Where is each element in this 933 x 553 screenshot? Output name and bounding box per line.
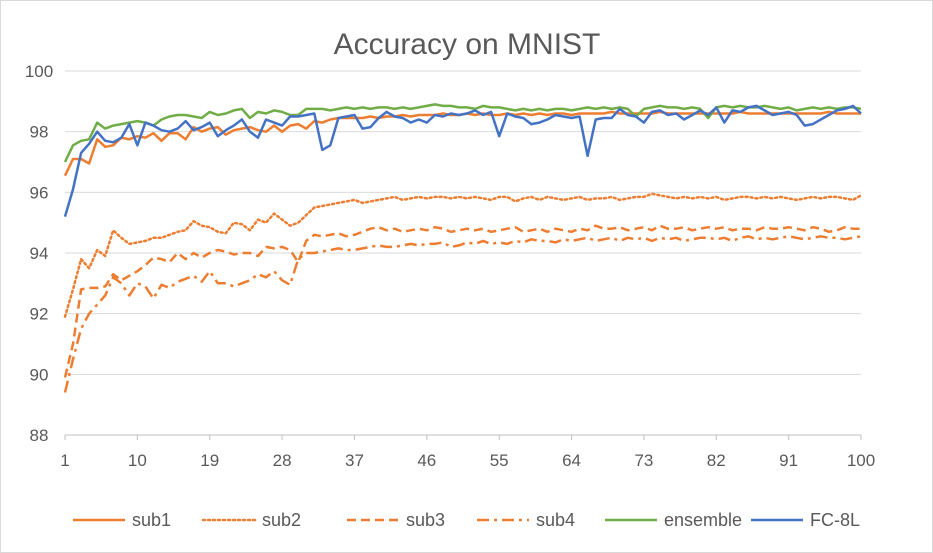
- legend: sub1 sub2 sub3 sub4 ensemble FC-8L: [73, 510, 860, 530]
- axes: 88 90 92 94 96 98 100 1 10 19 28 37 46 55 64 73 82 91 100: [25, 62, 875, 470]
- x-tick-label: 10: [128, 451, 147, 470]
- chart-title: Accuracy on MNIST: [334, 28, 601, 61]
- legend-label: ensemble: [664, 510, 742, 530]
- x-tick-label: 1: [60, 451, 69, 470]
- x-tick-label: 91: [779, 451, 798, 470]
- x-tick-label: 73: [634, 451, 653, 470]
- legend-item-sub1: sub1: [73, 510, 171, 530]
- series-line-sub2: [63, 192, 863, 318]
- legend-label: FC-8L: [810, 510, 860, 530]
- legend-item-sub4: sub4: [477, 510, 575, 530]
- x-tick-label: 37: [345, 451, 364, 470]
- y-tick-label: 100: [25, 62, 53, 81]
- x-tick-label: 82: [707, 451, 726, 470]
- x-tick-label: 100: [847, 451, 875, 470]
- legend-label: sub3: [406, 510, 445, 530]
- legend-label: sub1: [132, 510, 171, 530]
- y-tick-label: 94: [30, 244, 49, 263]
- legend-item-ensemble: ensemble: [605, 510, 742, 530]
- gridlines: [65, 70, 861, 375]
- legend-item-sub3: sub3: [347, 510, 445, 530]
- legend-item-sub2: sub2: [201, 510, 301, 530]
- y-tick-label: 92: [30, 305, 49, 324]
- y-tick-label: 98: [30, 123, 49, 142]
- x-tick-label: 64: [562, 451, 581, 470]
- x-tick-label: 28: [273, 451, 292, 470]
- x-tick-label: 19: [200, 451, 219, 470]
- x-tick-label: 55: [490, 451, 509, 470]
- y-tick-label: 88: [30, 426, 49, 445]
- legend-label: sub4: [536, 510, 575, 530]
- x-tick-label: 46: [417, 451, 436, 470]
- series-line-sub3: [63, 224, 861, 378]
- series-line-fc-8l: [63, 104, 862, 217]
- y-tick-label: 90: [30, 365, 49, 384]
- series-line-ensemble: [63, 103, 862, 163]
- series-line-sub4: [63, 235, 862, 393]
- legend-label: sub2: [262, 510, 301, 530]
- series-lines: [63, 103, 863, 393]
- legend-item-fc-8l: FC-8L: [751, 510, 860, 530]
- y-tick-label: 96: [30, 183, 49, 202]
